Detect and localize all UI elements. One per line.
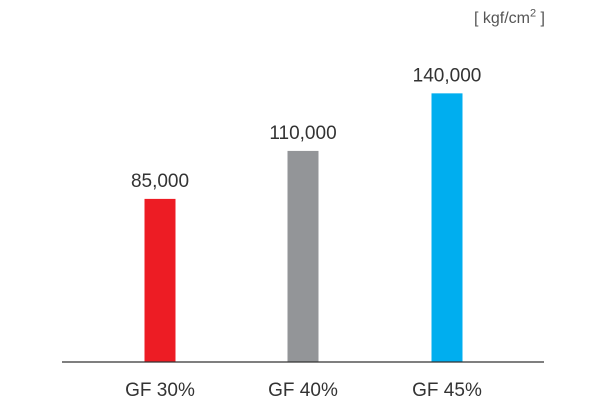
- bar-2: [287, 150, 319, 362]
- unit-label: [ kgf/cm2 ]: [473, 7, 545, 28]
- unit-label-prefix: [ kgf/cm: [473, 10, 530, 27]
- category-label-1: GF 30%: [125, 380, 195, 401]
- category-labels-group: GF 30% GF 40% GF 45%: [125, 380, 482, 401]
- bar-3: [431, 93, 463, 362]
- unit-label-superscript: 2: [529, 7, 537, 20]
- category-label-2: GF 40%: [268, 380, 338, 401]
- value-labels-group: 85,000 110,000 140,000: [131, 65, 481, 192]
- unit-label-suffix: ]: [536, 10, 545, 27]
- bars-group: [144, 93, 463, 362]
- value-label-1: 85,000: [131, 171, 189, 192]
- value-label-2: 110,000: [269, 123, 336, 144]
- bar-1: [144, 198, 176, 362]
- category-label-3: GF 45%: [412, 380, 482, 401]
- value-label-3: 140,000: [413, 65, 482, 86]
